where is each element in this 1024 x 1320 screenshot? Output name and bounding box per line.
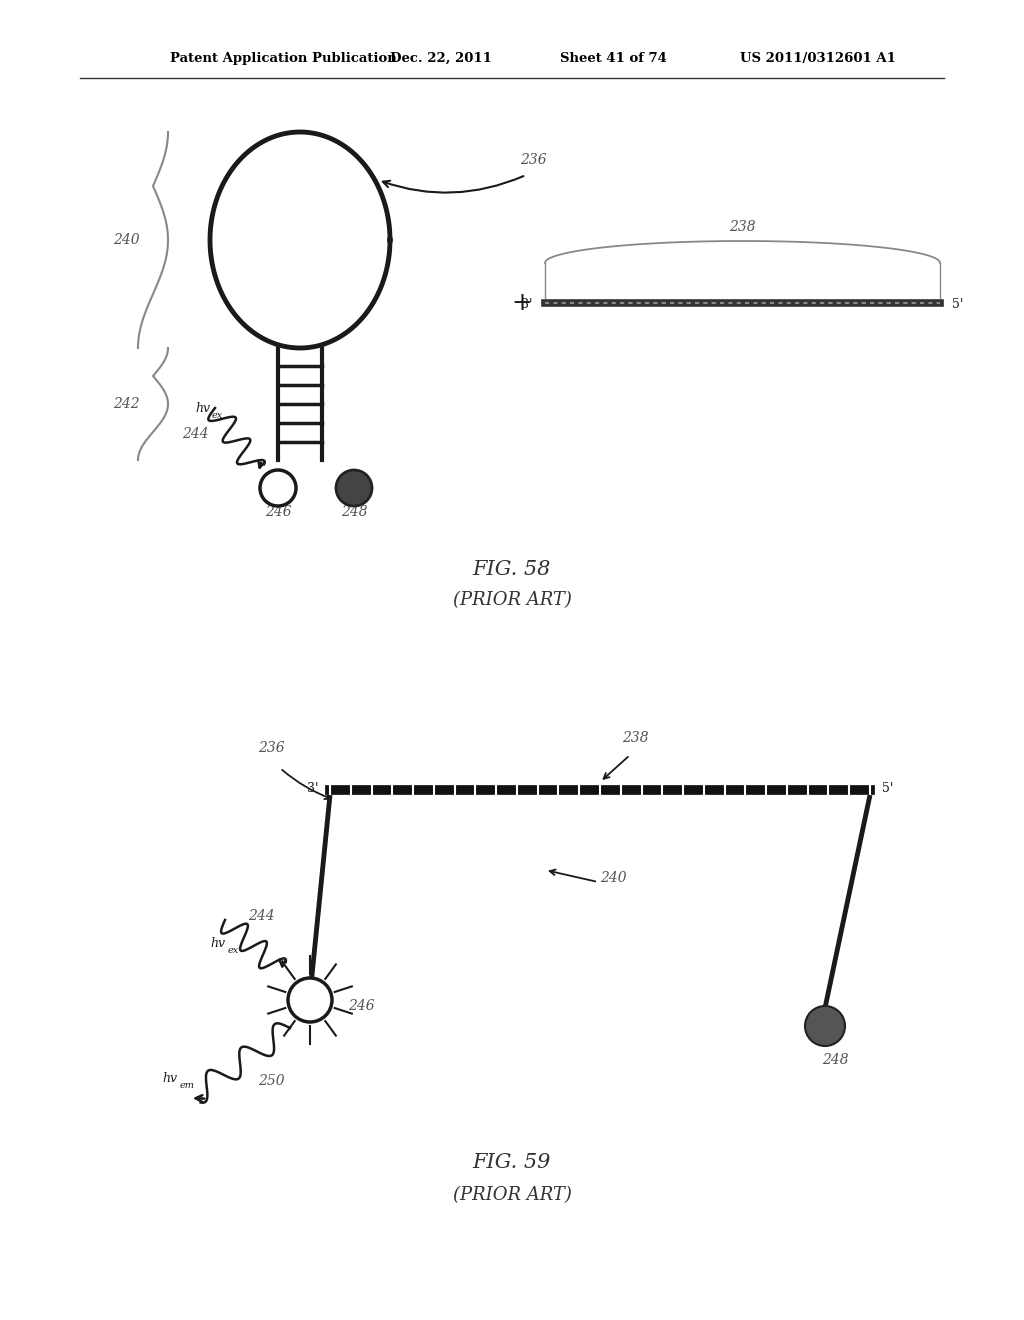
Text: 248: 248: [821, 1053, 848, 1067]
Text: em: em: [180, 1081, 195, 1090]
Text: FIG. 59: FIG. 59: [473, 1152, 551, 1172]
Text: (PRIOR ART): (PRIOR ART): [453, 1185, 571, 1204]
Text: 236: 236: [258, 741, 285, 755]
Text: 3': 3': [521, 298, 534, 312]
Text: (PRIOR ART): (PRIOR ART): [453, 591, 571, 609]
Text: 238: 238: [729, 220, 756, 234]
Text: 242: 242: [114, 397, 140, 411]
Text: 5': 5': [882, 781, 893, 795]
Circle shape: [260, 470, 296, 506]
Text: US 2011/0312601 A1: US 2011/0312601 A1: [740, 51, 896, 65]
Text: hv: hv: [195, 403, 210, 414]
Text: 5': 5': [952, 298, 964, 312]
Text: hv: hv: [210, 937, 225, 950]
Text: 244: 244: [248, 909, 274, 923]
Text: Patent Application Publication: Patent Application Publication: [170, 51, 396, 65]
Circle shape: [288, 978, 332, 1022]
Text: 238: 238: [622, 731, 648, 744]
Text: FIG. 58: FIG. 58: [473, 560, 551, 579]
Text: Dec. 22, 2011: Dec. 22, 2011: [390, 51, 492, 65]
Text: 3': 3': [306, 781, 318, 795]
Circle shape: [805, 1006, 845, 1045]
Text: 246: 246: [264, 506, 291, 519]
Text: 236: 236: [520, 153, 547, 168]
Text: 250: 250: [258, 1074, 285, 1088]
Text: 244: 244: [181, 426, 208, 441]
Text: hv: hv: [162, 1072, 177, 1085]
Circle shape: [336, 470, 372, 506]
Text: 240: 240: [114, 234, 140, 247]
Text: 240: 240: [600, 871, 627, 884]
Text: ex: ex: [212, 411, 223, 420]
Text: 246: 246: [348, 999, 375, 1012]
Text: Sheet 41 of 74: Sheet 41 of 74: [560, 51, 667, 65]
Text: 248: 248: [341, 506, 368, 519]
Text: +: +: [512, 290, 532, 315]
Text: ex: ex: [228, 946, 240, 954]
